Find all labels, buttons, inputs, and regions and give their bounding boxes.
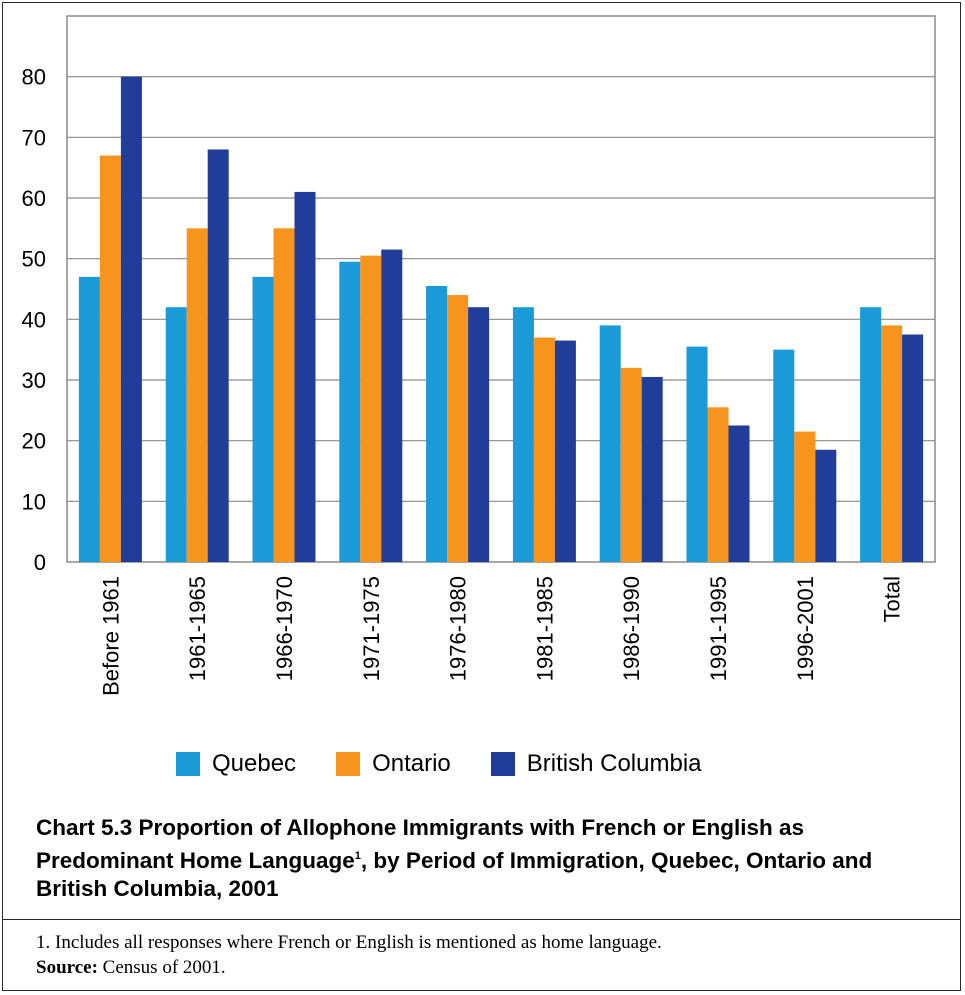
footnote-source: Source: Census of 2001.: [36, 955, 936, 980]
bar-british-columbia: [207, 149, 229, 562]
y-tick-label: 50: [22, 247, 46, 272]
footnote-divider: [2, 919, 961, 920]
y-tick-label: 70: [22, 125, 46, 150]
bar-british-columbia: [902, 334, 924, 562]
bar-ontario: [881, 325, 903, 562]
legend-item: Ontario: [336, 750, 451, 778]
x-tick-label: Total: [880, 576, 905, 622]
bar-quebec: [339, 261, 361, 562]
bar-ontario: [273, 228, 295, 563]
x-tick-label: 1986-1990: [619, 576, 644, 681]
caption-title-continued: , by Period of Immigration, Quebec, Onta…: [36, 848, 873, 901]
x-tick-label: 1961-1965: [185, 576, 210, 681]
caption-footnote-marker: 1: [354, 850, 361, 862]
y-tick-label: 80: [22, 65, 46, 90]
y-tick-label: 60: [22, 186, 46, 211]
source-label: Source:: [36, 957, 98, 978]
bar-ontario: [186, 228, 208, 563]
bar-ontario: [533, 337, 555, 562]
legend-swatch: [490, 752, 515, 776]
bar-british-columbia: [728, 425, 750, 562]
legend-item: Quebec: [176, 750, 296, 778]
bar-quebec: [686, 346, 708, 562]
bar-ontario: [99, 155, 121, 563]
legend-label: Ontario: [372, 750, 451, 777]
chart-legend: Quebec Ontario British Columbia: [176, 748, 742, 780]
bar-ontario: [794, 431, 816, 562]
plot-area: [66, 15, 936, 563]
footnote-note: 1. Includes all responses where French o…: [36, 932, 662, 953]
chart-caption: Chart 5.3 Proportion of Allophone Immigr…: [36, 814, 936, 903]
bar-british-columbia: [381, 249, 403, 563]
legend-label: Quebec: [212, 750, 297, 777]
bar-ontario: [360, 255, 382, 562]
x-tick-label: 1971-1975: [359, 576, 384, 681]
bar-quebec: [78, 276, 100, 562]
bar-british-columbia: [554, 340, 576, 562]
y-tick-label: 10: [22, 489, 46, 514]
bar-ontario: [447, 295, 469, 562]
bar-quebec: [426, 285, 448, 562]
bar-british-columbia: [815, 449, 837, 562]
caption-title: Chart 5.3 Proportion of Allophone Immigr…: [36, 815, 804, 873]
y-tick-label: 30: [22, 368, 46, 393]
bar-british-columbia: [641, 376, 663, 562]
x-tick-label: 1996-2001: [793, 576, 818, 681]
source-text: Census of 2001.: [97, 957, 226, 978]
bar-quebec: [512, 307, 534, 562]
bar-quebec: [860, 307, 882, 562]
legend-label: British Columbia: [526, 750, 702, 777]
y-tick-label: 0: [34, 550, 46, 575]
x-tick-label: 1966-1970: [272, 576, 297, 681]
x-tick-label: 1976-1980: [446, 576, 471, 681]
legend-item: British Columbia: [490, 750, 702, 778]
bar-chart: 0 10 20 30 40 50 60 70 80 Before 1961 1961-1965 196…: [22, 15, 936, 696]
legend-swatch: [336, 752, 361, 776]
bar-british-columbia: [294, 191, 316, 562]
x-tick-label: 1981-1985: [532, 576, 557, 681]
x-tick-label: Before 1961: [98, 576, 123, 696]
bar-quebec: [773, 349, 795, 562]
bar-quebec: [252, 276, 274, 562]
y-tick-label: 20: [22, 429, 46, 454]
y-tick-label: 40: [22, 307, 46, 332]
bar-british-columbia: [120, 76, 142, 563]
bar-british-columbia: [468, 307, 490, 562]
bar-quebec: [599, 325, 621, 562]
x-tick-label: 1991-1995: [706, 576, 731, 681]
bar-ontario: [707, 407, 729, 562]
bar-ontario: [620, 367, 642, 562]
footnote-block: 1. Includes all responses where French o…: [36, 930, 936, 980]
legend-swatch: [176, 752, 200, 776]
bar-quebec: [165, 307, 187, 562]
